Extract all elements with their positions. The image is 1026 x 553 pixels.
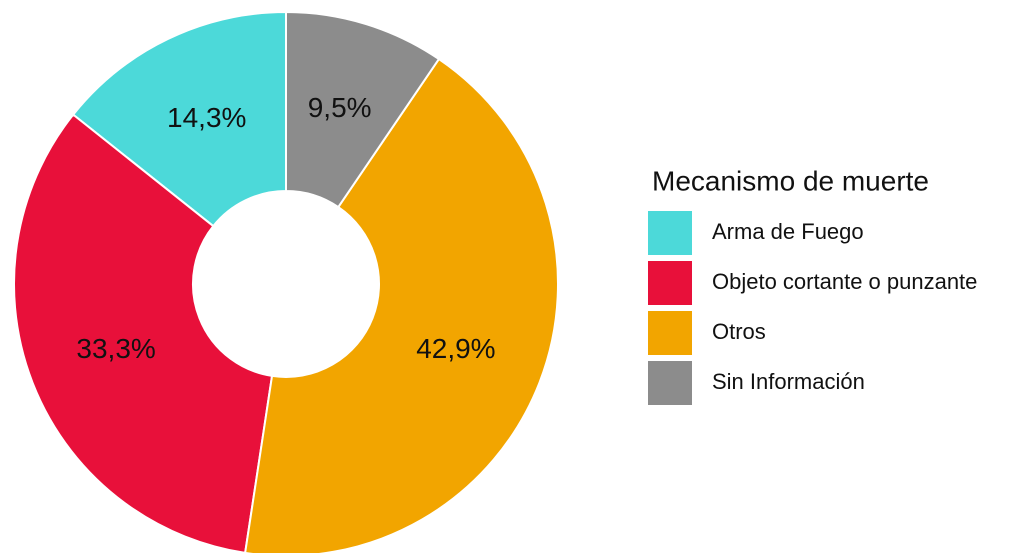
donut-slice bbox=[285, 10, 441, 209]
legend-label: Otros bbox=[712, 319, 766, 344]
slice-label: 33,3% bbox=[76, 333, 155, 364]
donut-slice bbox=[71, 10, 287, 228]
legend-swatch bbox=[648, 311, 692, 355]
legend-label: Arma de Fuego bbox=[712, 219, 864, 244]
legend-swatch bbox=[648, 361, 692, 405]
legend-title: Mecanismo de muerte bbox=[652, 165, 929, 196]
slice-label: 42,9% bbox=[416, 333, 495, 364]
legend-label: Objeto cortante o punzante bbox=[712, 269, 977, 294]
legend-label: Sin Información bbox=[712, 369, 865, 394]
donut-slice bbox=[244, 57, 559, 553]
slice-label: 9,5% bbox=[308, 92, 372, 123]
donut-slice bbox=[13, 113, 274, 553]
legend-swatch bbox=[648, 261, 692, 305]
legend-swatch bbox=[648, 211, 692, 255]
slice-label: 14,3% bbox=[167, 102, 246, 133]
